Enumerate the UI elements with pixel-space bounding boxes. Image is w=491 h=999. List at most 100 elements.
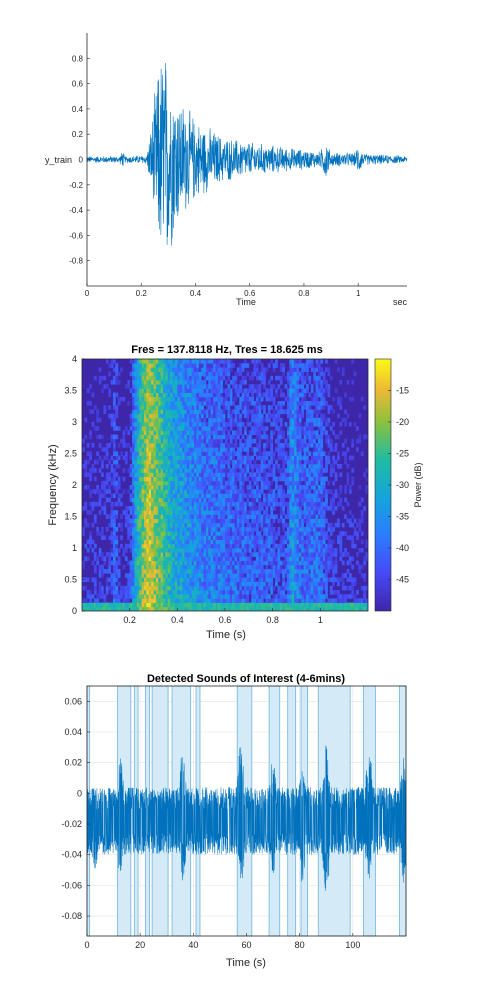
spectrogram-cell (153, 472, 157, 477)
spectrogram-cell (198, 464, 202, 469)
spectrogram-cell (203, 388, 207, 393)
spectrogram-cell (153, 606, 157, 611)
spectrogram-cell (177, 438, 181, 444)
spectrogram-cell (294, 363, 297, 368)
spectrogram-cell (146, 359, 150, 364)
spectrogram-cell (170, 451, 173, 456)
spectrogram-cell (263, 371, 266, 377)
spectrogram-cell (143, 422, 147, 427)
spectrogram-cell (172, 535, 176, 540)
spectrogram-cell (215, 380, 219, 385)
spectrogram-cell (301, 548, 305, 553)
spectrogram-cell (108, 606, 111, 611)
spectrogram-cell (182, 392, 185, 398)
spectrogram-cell (286, 434, 290, 440)
spectrogram-cell (310, 401, 314, 406)
spectrogram-cell (141, 531, 145, 536)
spectrogram-cell (179, 556, 183, 561)
spectrogram-cell (255, 527, 259, 532)
spectrogram-cell (174, 518, 178, 524)
spectrogram-cell (139, 564, 142, 570)
spectrogram-cell (98, 455, 102, 461)
spectrogram-cell (277, 384, 281, 389)
spectrogram-cell (84, 577, 88, 582)
spectrogram-cell (253, 527, 257, 532)
spectrogram-cell (108, 514, 111, 519)
spectrogram-cell (310, 384, 314, 389)
spectrogram-cell (151, 468, 154, 473)
spectrogram-cell (294, 506, 297, 511)
spectrogram-cell (110, 535, 114, 540)
spectrogram-cell (313, 472, 316, 477)
spectrogram-cell (201, 497, 204, 503)
spectrogram-cell (232, 535, 235, 540)
spectrogram-cell (196, 367, 200, 372)
spectrogram-cell (141, 598, 145, 603)
spectrogram-cell (308, 577, 312, 582)
spectrogram-cell (229, 480, 233, 486)
spectrogram-cell (294, 518, 297, 524)
spectrogram-cell (160, 531, 164, 536)
spectrogram-cell (301, 401, 305, 406)
spectrogram-cell (115, 405, 119, 410)
spectrogram-cell (134, 606, 138, 611)
spectrogram-cell (222, 409, 226, 414)
spectrogram-cell (167, 510, 171, 515)
spectrogram-cell (222, 405, 226, 410)
spectrogram-cell (177, 497, 181, 503)
spectrogram-cell (112, 598, 116, 603)
spectrogram-cell (160, 493, 164, 498)
spectrogram-cell (105, 585, 109, 591)
spectrogram-cell (186, 598, 190, 603)
spectrogram-cell (98, 497, 102, 503)
spectrogram-cell (98, 380, 102, 385)
spectrogram-cell (272, 531, 276, 536)
spectrogram-cells (82, 359, 368, 611)
spectrogram-cell (246, 388, 250, 393)
spectrogram-cell (232, 514, 235, 519)
spectrogram-cell (289, 552, 293, 557)
spectrogram-cell (248, 514, 252, 519)
spectrogram-cell (167, 459, 171, 465)
spectrogram-cell (189, 581, 193, 587)
spectrogram-cell (272, 367, 276, 372)
spectrogram-cell (134, 581, 138, 587)
spectrogram-cell (251, 569, 254, 574)
spectrogram-cell (153, 417, 157, 423)
waveform-y-tick-label: 0.6 (72, 80, 84, 89)
spectrogram-cell (146, 443, 150, 448)
spectrogram-cell (213, 359, 216, 364)
spectrogram-cell (201, 405, 204, 410)
spectrogram-cell (265, 514, 269, 519)
spectrogram-cell (141, 409, 145, 414)
spectrogram-cell (236, 451, 240, 456)
spectrogram-cell (146, 531, 150, 536)
spectrogram-cell (184, 451, 188, 456)
spectrogram-cell (236, 531, 240, 536)
spectrogram-cell (279, 548, 283, 553)
spectrogram-cell (89, 430, 92, 435)
spectrogram-cell (220, 489, 224, 494)
spectrogram-cell (232, 543, 235, 549)
spectrogram-cell (112, 392, 116, 398)
spectrogram-cell (255, 434, 259, 440)
spectrogram-cell (313, 581, 316, 587)
spectrogram-cell (322, 543, 326, 549)
spectrogram-cell (189, 422, 193, 427)
spectrogram-cell (246, 405, 250, 410)
spectrogram-cell (313, 590, 316, 595)
spectrogram-cell (248, 552, 252, 557)
spectrogram-cell (296, 363, 300, 368)
spectrogram-cell (91, 464, 95, 469)
spectrogram-cell (303, 573, 307, 578)
spectrogram-cell (163, 535, 166, 540)
spectrogram-cell (198, 371, 202, 377)
spectrogram-cell (170, 371, 173, 377)
spectrogram-cell (163, 363, 166, 368)
spectrogram-cell (134, 451, 138, 456)
spectrogram-cell (179, 577, 183, 582)
spectrogram-cell (127, 489, 131, 494)
waveform-x-tick-label: 0 (85, 289, 90, 298)
spectrogram-cell (294, 476, 297, 482)
spectrogram-cell (158, 443, 162, 448)
